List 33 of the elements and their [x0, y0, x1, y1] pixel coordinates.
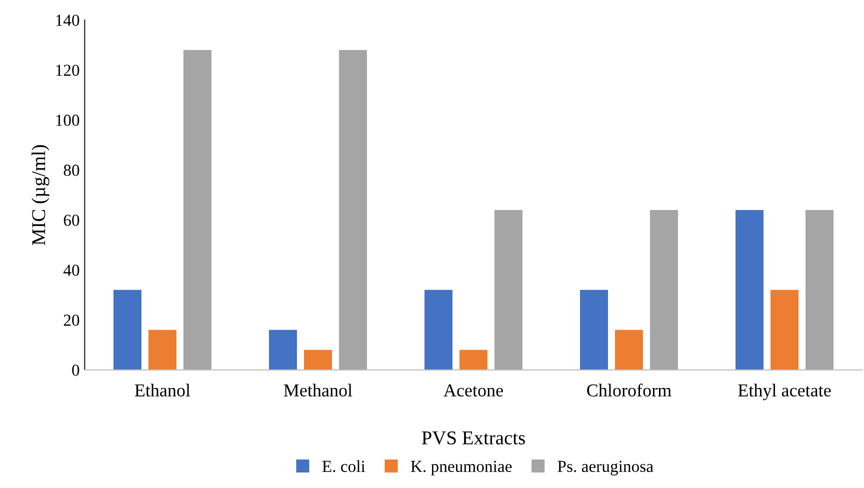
bar	[304, 350, 332, 370]
x-tick-label: Ethanol	[134, 384, 190, 396]
y-tick-label: 120	[56, 64, 80, 76]
bar	[113, 290, 142, 370]
x-tick-label: Chloroform	[587, 384, 672, 396]
bar	[580, 290, 608, 370]
bar	[424, 290, 452, 370]
y-tick-label: 20	[64, 314, 80, 326]
y-tick-label: 140	[56, 14, 80, 26]
legend-label: Ps. aeruginosa	[558, 460, 654, 476]
y-tick-label: 40	[63, 264, 80, 276]
y-tick-label: 0	[72, 364, 80, 376]
bar	[338, 50, 367, 370]
x-tick-label: Methanol	[284, 384, 352, 396]
bar	[183, 50, 212, 370]
bar	[268, 330, 297, 370]
bar	[459, 350, 488, 370]
x-axis-title: PVS Extracts	[422, 431, 525, 445]
bar	[614, 330, 643, 370]
x-tick-label: Acetone	[444, 384, 503, 396]
y-tick-label: 60	[64, 214, 80, 226]
y-axis-title: MIC (µg/ml)	[32, 145, 50, 246]
bar	[736, 210, 764, 370]
y-tick-label: 80	[64, 164, 80, 176]
legend-label: E. coli	[322, 460, 366, 472]
x-tick-label: Ethyl acetate	[738, 384, 831, 400]
bar	[770, 290, 799, 370]
bar	[148, 330, 176, 370]
y-tick-label: 100	[56, 114, 80, 126]
bar	[650, 210, 678, 370]
bar	[806, 210, 834, 370]
bar	[494, 210, 522, 370]
legend-label: K. pneumoniae	[410, 460, 512, 476]
